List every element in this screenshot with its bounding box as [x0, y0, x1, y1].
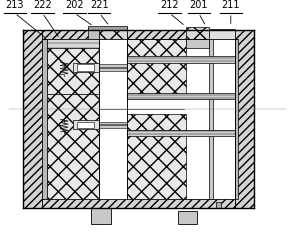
Text: 202: 202: [65, 0, 84, 10]
Text: 222: 222: [33, 0, 52, 10]
Bar: [73, 120, 99, 129]
Bar: [73, 63, 99, 72]
Bar: [216, 202, 221, 208]
Bar: [99, 39, 127, 199]
Bar: [99, 122, 127, 124]
Text: 201: 201: [190, 0, 208, 10]
Text: 213: 213: [5, 0, 24, 10]
Bar: [235, 39, 238, 199]
Bar: [185, 39, 209, 48]
Bar: [99, 68, 127, 71]
Text: 211: 211: [221, 0, 240, 10]
Bar: [99, 125, 127, 128]
Bar: [127, 56, 235, 63]
Bar: [47, 39, 99, 48]
Text: 221: 221: [90, 0, 109, 10]
Bar: [99, 27, 127, 39]
Bar: [235, 30, 254, 208]
Bar: [209, 30, 235, 39]
Bar: [42, 199, 235, 208]
Bar: [47, 39, 99, 94]
Bar: [24, 30, 42, 208]
Bar: [91, 208, 111, 224]
Bar: [127, 130, 235, 136]
Bar: [77, 65, 94, 71]
Bar: [47, 94, 99, 199]
Bar: [185, 27, 209, 39]
Bar: [88, 27, 99, 39]
Bar: [77, 122, 94, 128]
Bar: [88, 26, 127, 30]
Bar: [42, 39, 47, 199]
Bar: [127, 114, 185, 199]
Bar: [178, 211, 197, 224]
Bar: [127, 93, 235, 99]
Bar: [209, 29, 235, 30]
Bar: [127, 39, 185, 94]
Bar: [209, 39, 213, 199]
Bar: [99, 65, 127, 67]
Text: 212: 212: [160, 0, 179, 10]
Bar: [42, 30, 235, 39]
